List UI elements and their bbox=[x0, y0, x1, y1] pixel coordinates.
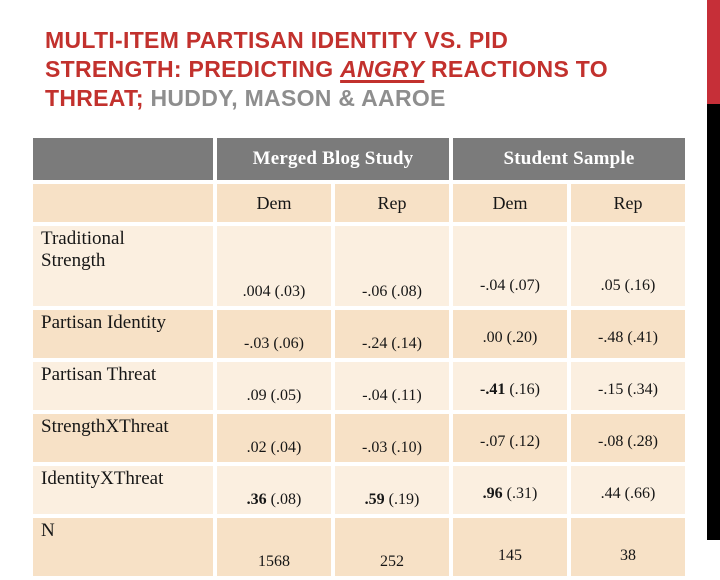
coefficient: .02 bbox=[246, 439, 267, 456]
column-header-dem-2: Dem bbox=[453, 184, 567, 222]
value-cell: .36 (.08) bbox=[217, 466, 331, 514]
value-cell: 38 bbox=[571, 518, 685, 576]
row-label: StrengthXThreat bbox=[33, 414, 213, 462]
coefficient: .44 bbox=[600, 485, 621, 502]
coefficient: -.08 bbox=[598, 433, 624, 450]
table-row: Traditional Strength .004 (.03) -.06 (.08)… bbox=[33, 226, 685, 306]
column-header-rep-3: Rep bbox=[571, 184, 685, 222]
value-cell: -.06 (.08) bbox=[335, 226, 449, 306]
row-label: Traditional Strength bbox=[33, 226, 213, 306]
column-header-dem-0: Dem bbox=[217, 184, 331, 222]
coefficient: -.24 bbox=[362, 335, 388, 352]
value-cell: .44 (.66) bbox=[571, 466, 685, 514]
coefficient: .05 bbox=[600, 277, 621, 294]
row-label: Partisan Threat bbox=[33, 362, 213, 410]
table-row: Partisan Identity -.03 (.06) -.24 (.14) .00… bbox=[33, 310, 685, 358]
title-line3: THREAT; HUDDY, MASON & AAROE bbox=[45, 84, 690, 113]
title-line1: MULTI-ITEM PARTISAN IDENTITY VS. PID bbox=[45, 27, 509, 53]
coefficient: .00 bbox=[482, 329, 503, 346]
coefficient: -.15 bbox=[598, 381, 624, 398]
coefficient: -.41 bbox=[480, 381, 506, 398]
value-cell: -.03 (.10) bbox=[335, 414, 449, 462]
title-authors: HUDDY, MASON & AAROE bbox=[150, 85, 446, 111]
table-row: Partisan Threat .09 (.05) -.04 (.11) -.41 (… bbox=[33, 362, 685, 410]
value-cell: -.08 (.28) bbox=[571, 414, 685, 462]
title-line2-before: STRENGTH: PREDICTING bbox=[45, 56, 334, 82]
table-row: IdentityXThreat .36 (.08) .59 (.19) .96 (.3… bbox=[33, 466, 685, 514]
corner-cell bbox=[33, 138, 213, 180]
group-header-row: Merged Blog Study Student Sample bbox=[33, 138, 685, 180]
value-cell: -.24 (.14) bbox=[335, 310, 449, 358]
row-label: N bbox=[33, 518, 213, 576]
value-cell: -.15 (.34) bbox=[571, 362, 685, 410]
coefficient: 145 bbox=[498, 547, 522, 564]
value-cell: 145 bbox=[453, 518, 567, 576]
table-row: N 1568 252 145 38 bbox=[33, 518, 685, 576]
value-cell: .004 (.03) bbox=[217, 226, 331, 306]
coefficient: 38 bbox=[620, 547, 636, 564]
coefficient: 1568 bbox=[258, 553, 290, 570]
row-label: Partisan Identity bbox=[33, 310, 213, 358]
value-cell: .96 (.31) bbox=[453, 466, 567, 514]
title-line2-after: REACTIONS TO bbox=[430, 56, 608, 82]
coefficient: .36 bbox=[246, 491, 267, 508]
coefficient: -.03 bbox=[362, 439, 388, 456]
title-emphasis-angry: ANGRY bbox=[340, 56, 425, 82]
value-cell: 1568 bbox=[217, 518, 331, 576]
coefficient: -.04 bbox=[480, 277, 506, 294]
value-cell: .02 (.04) bbox=[217, 414, 331, 462]
coefficient: -.03 bbox=[244, 335, 270, 352]
coefficient: .96 bbox=[482, 485, 503, 502]
value-cell: -.41 (.16) bbox=[453, 362, 567, 410]
table-row: StrengthXThreat .02 (.04) -.03 (.10) -.07 (… bbox=[33, 414, 685, 462]
table-head: Merged Blog Study Student Sample Dem Rep Dem… bbox=[33, 138, 685, 222]
column-header-rep-1: Rep bbox=[335, 184, 449, 222]
slide-title: MULTI-ITEM PARTISAN IDENTITY VS. PID STR… bbox=[45, 26, 690, 113]
value-cell: -.04 (.11) bbox=[335, 362, 449, 410]
value-cell: .59 (.19) bbox=[335, 466, 449, 514]
value-cell: .09 (.05) bbox=[217, 362, 331, 410]
group-header-merged-blog-study: Merged Blog Study bbox=[217, 138, 449, 180]
value-cell: .05 (.16) bbox=[571, 226, 685, 306]
results-table: Merged Blog Study Student Sample Dem Rep Dem… bbox=[29, 134, 689, 580]
accent-bar-black bbox=[707, 104, 720, 540]
row-label: IdentityXThreat bbox=[33, 466, 213, 514]
coefficient: -.07 bbox=[480, 433, 506, 450]
value-cell: -.07 (.12) bbox=[453, 414, 567, 462]
coefficient: -.06 bbox=[362, 283, 388, 300]
coefficient: -.48 bbox=[598, 329, 624, 346]
value-cell: -.48 (.41) bbox=[571, 310, 685, 358]
value-cell: .00 (.20) bbox=[453, 310, 567, 358]
coefficient: .59 bbox=[364, 491, 385, 508]
coefficient: .004 bbox=[242, 283, 271, 300]
coefficient: 252 bbox=[380, 553, 404, 570]
column-header-spacer bbox=[33, 184, 213, 222]
value-cell: -.03 (.06) bbox=[217, 310, 331, 358]
title-line2: STRENGTH: PREDICTING ANGRY REACTIONS TO bbox=[45, 55, 690, 84]
table-body: Traditional Strength .004 (.03) -.06 (.08)… bbox=[33, 226, 685, 576]
value-cell: 252 bbox=[335, 518, 449, 576]
coefficient: -.04 bbox=[362, 387, 388, 404]
value-cell: -.04 (.07) bbox=[453, 226, 567, 306]
title-line3-accent: THREAT; bbox=[45, 85, 144, 111]
accent-bar-red bbox=[707, 0, 720, 104]
coefficient: .09 bbox=[246, 387, 267, 404]
group-header-student-sample: Student Sample bbox=[453, 138, 685, 180]
column-header-row: Dem Rep Dem Rep bbox=[33, 184, 685, 222]
